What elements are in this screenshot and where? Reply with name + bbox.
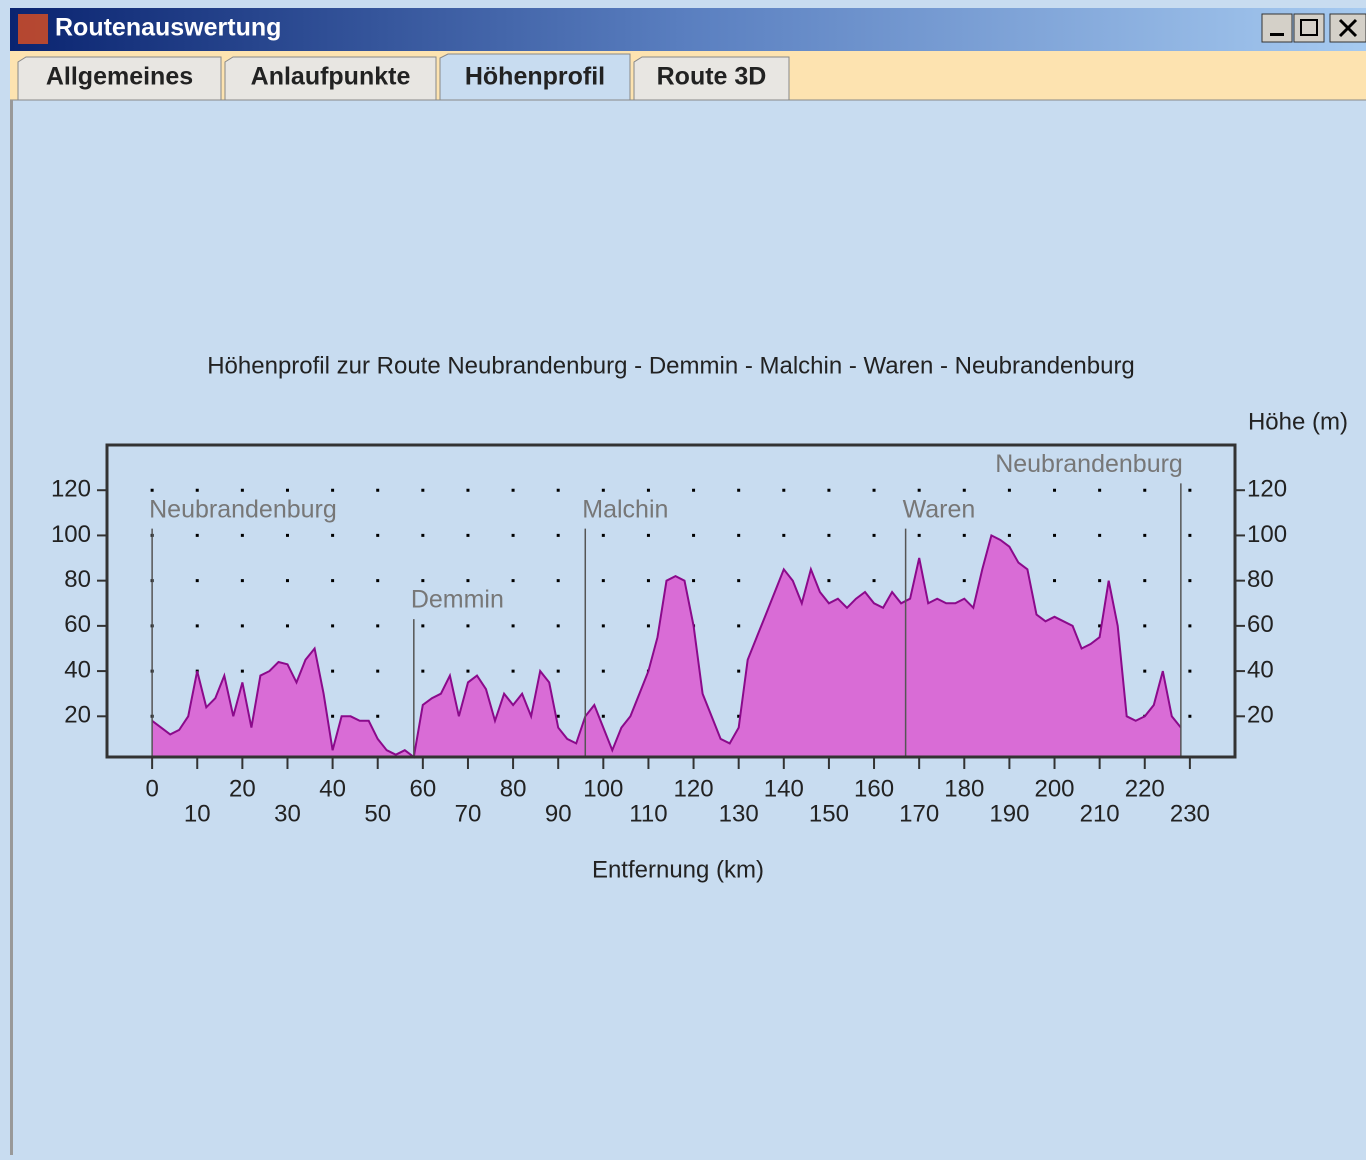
tab-label[interactable]: Höhenprofil [465,63,605,91]
x-tick-label: 130 [719,800,759,827]
area [152,535,1181,757]
x-tick-label: 10 [184,800,211,827]
y-tick-label: 60 [64,611,91,638]
y2-tick-label: 40 [1247,656,1274,683]
y-tick-label: 80 [64,566,91,593]
place-label: Waren [903,495,976,523]
x-tick-label: 80 [500,775,527,802]
tabs: Allgemeines Anlaufpunkte Höhenprofil Route … [17,53,790,101]
x-tick-label: 200 [1034,775,1074,802]
place-label: Neubrandenburg [149,495,337,523]
y-tick-label: 120 [51,476,91,503]
x-tick-label: 210 [1080,800,1120,827]
window-title: Routenauswertung [55,14,281,42]
x-tick-label: 0 [145,775,158,802]
tab-label[interactable]: Anlaufpunkte [251,63,411,91]
minimize-icon [1270,33,1284,36]
place-label: Malchin [582,495,668,523]
y2-tick-label: 20 [1247,702,1274,729]
x-tick-label: 50 [364,800,391,827]
x-tick-label: 120 [674,775,714,802]
x-tick-label: 170 [899,800,939,827]
tab-label[interactable]: Route 3D [657,63,767,91]
app-icon [18,14,48,44]
x-tick-label: 150 [809,800,849,827]
place-label: Neubrandenburg [995,450,1183,478]
x-tick-label: 180 [944,775,984,802]
x-tick-label: 90 [545,800,572,827]
chart-title: Höhenprofil zur Route Neubrandenburg - D… [207,352,1135,379]
tab[interactable] [224,56,437,101]
x-tick-label: 100 [583,775,623,802]
tab[interactable] [17,56,222,101]
x-tick-label: 190 [989,800,1029,827]
x-tick-label: 60 [409,775,436,802]
tab-label[interactable]: Allgemeines [46,63,193,91]
x-tick-label: 230 [1170,800,1210,827]
chart: Höhenprofil zur Route Neubrandenburg - D… [51,352,1348,883]
tab[interactable] [439,53,631,101]
x-tick-label: 70 [455,800,482,827]
place-label: Demmin [411,586,504,614]
close-icon [1338,18,1358,38]
window-controls[interactable] [1261,13,1366,43]
title-bar [10,8,1366,51]
x-tick-label: 140 [764,775,804,802]
x-tick-label: 160 [854,775,894,802]
y-tick-label: 100 [51,521,91,548]
y-axis-label: Höhe (m) [1248,408,1348,435]
maximize-icon [1300,19,1318,36]
x-tick-label: 40 [319,775,346,802]
area-outline [151,533,1182,759]
minimize-button[interactable] [1261,13,1293,43]
tab[interactable] [633,56,790,101]
y2-tick-label: 100 [1247,521,1287,548]
maximize-button[interactable] [1293,13,1325,43]
window-border [10,100,13,1155]
x-tick-label: 110 [629,800,667,827]
y-tick-label: 40 [64,656,91,683]
x-axis-label: Entfernung (km) [592,856,764,883]
plot-frame [105,443,1237,759]
x-tick-label: 20 [229,775,256,802]
y2-tick-label: 120 [1247,476,1287,503]
x-tick-label: 30 [274,800,301,827]
y2-tick-label: 80 [1247,566,1274,593]
y-tick-label: 20 [64,702,91,729]
y2-tick-label: 60 [1247,611,1274,638]
x-tick-label: 220 [1125,775,1165,802]
